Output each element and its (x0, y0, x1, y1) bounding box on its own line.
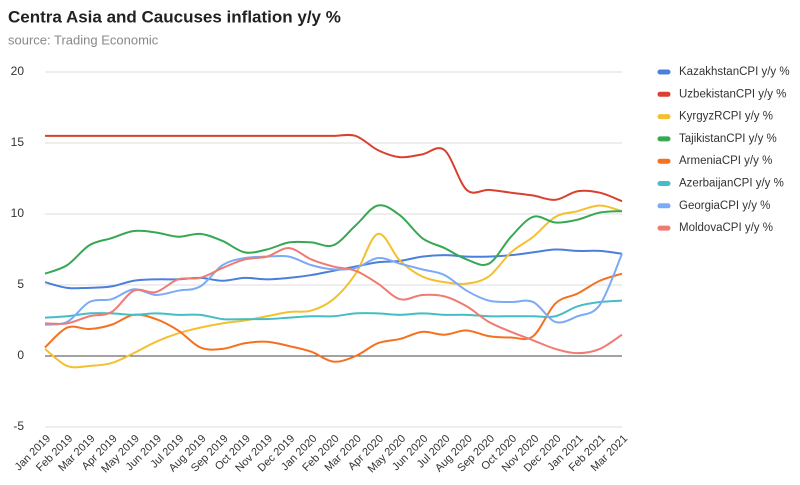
y-tick-label: 0 (17, 348, 24, 362)
series-line (45, 133, 623, 203)
chart-title: Centra Asia and Caucuses inflation y/y % (8, 7, 341, 26)
series-line (44, 248, 623, 290)
legend-label: KazakhstanCPI y/y % (679, 66, 790, 78)
legend-label: ArmeniaCPI y/y % (679, 155, 772, 167)
legend-label: KyrgyzRCPI y/y % (679, 111, 773, 123)
legend-label: MoldovaCPI y/y % (679, 222, 773, 234)
y-tick-label: 10 (11, 206, 25, 220)
series-line (44, 299, 623, 321)
y-tick-label: -5 (13, 419, 24, 433)
series-line (44, 204, 623, 369)
y-tick-label: 5 (17, 277, 24, 291)
series-line (44, 272, 623, 363)
series-line (44, 247, 623, 355)
series-line (44, 204, 623, 275)
legend-label: AzerbaijanCPI y/y % (679, 178, 784, 190)
y-tick-label: 15 (11, 135, 25, 149)
chart-subtitle: source: Trading Economic (8, 32, 159, 47)
y-tick-label: 20 (11, 64, 25, 78)
legend-label: TajikistanCPI y/y % (679, 133, 777, 145)
legend-label: GeorgiaCPI y/y % (679, 200, 770, 212)
legend-label: UzbekistanCPI y/y % (679, 88, 786, 100)
